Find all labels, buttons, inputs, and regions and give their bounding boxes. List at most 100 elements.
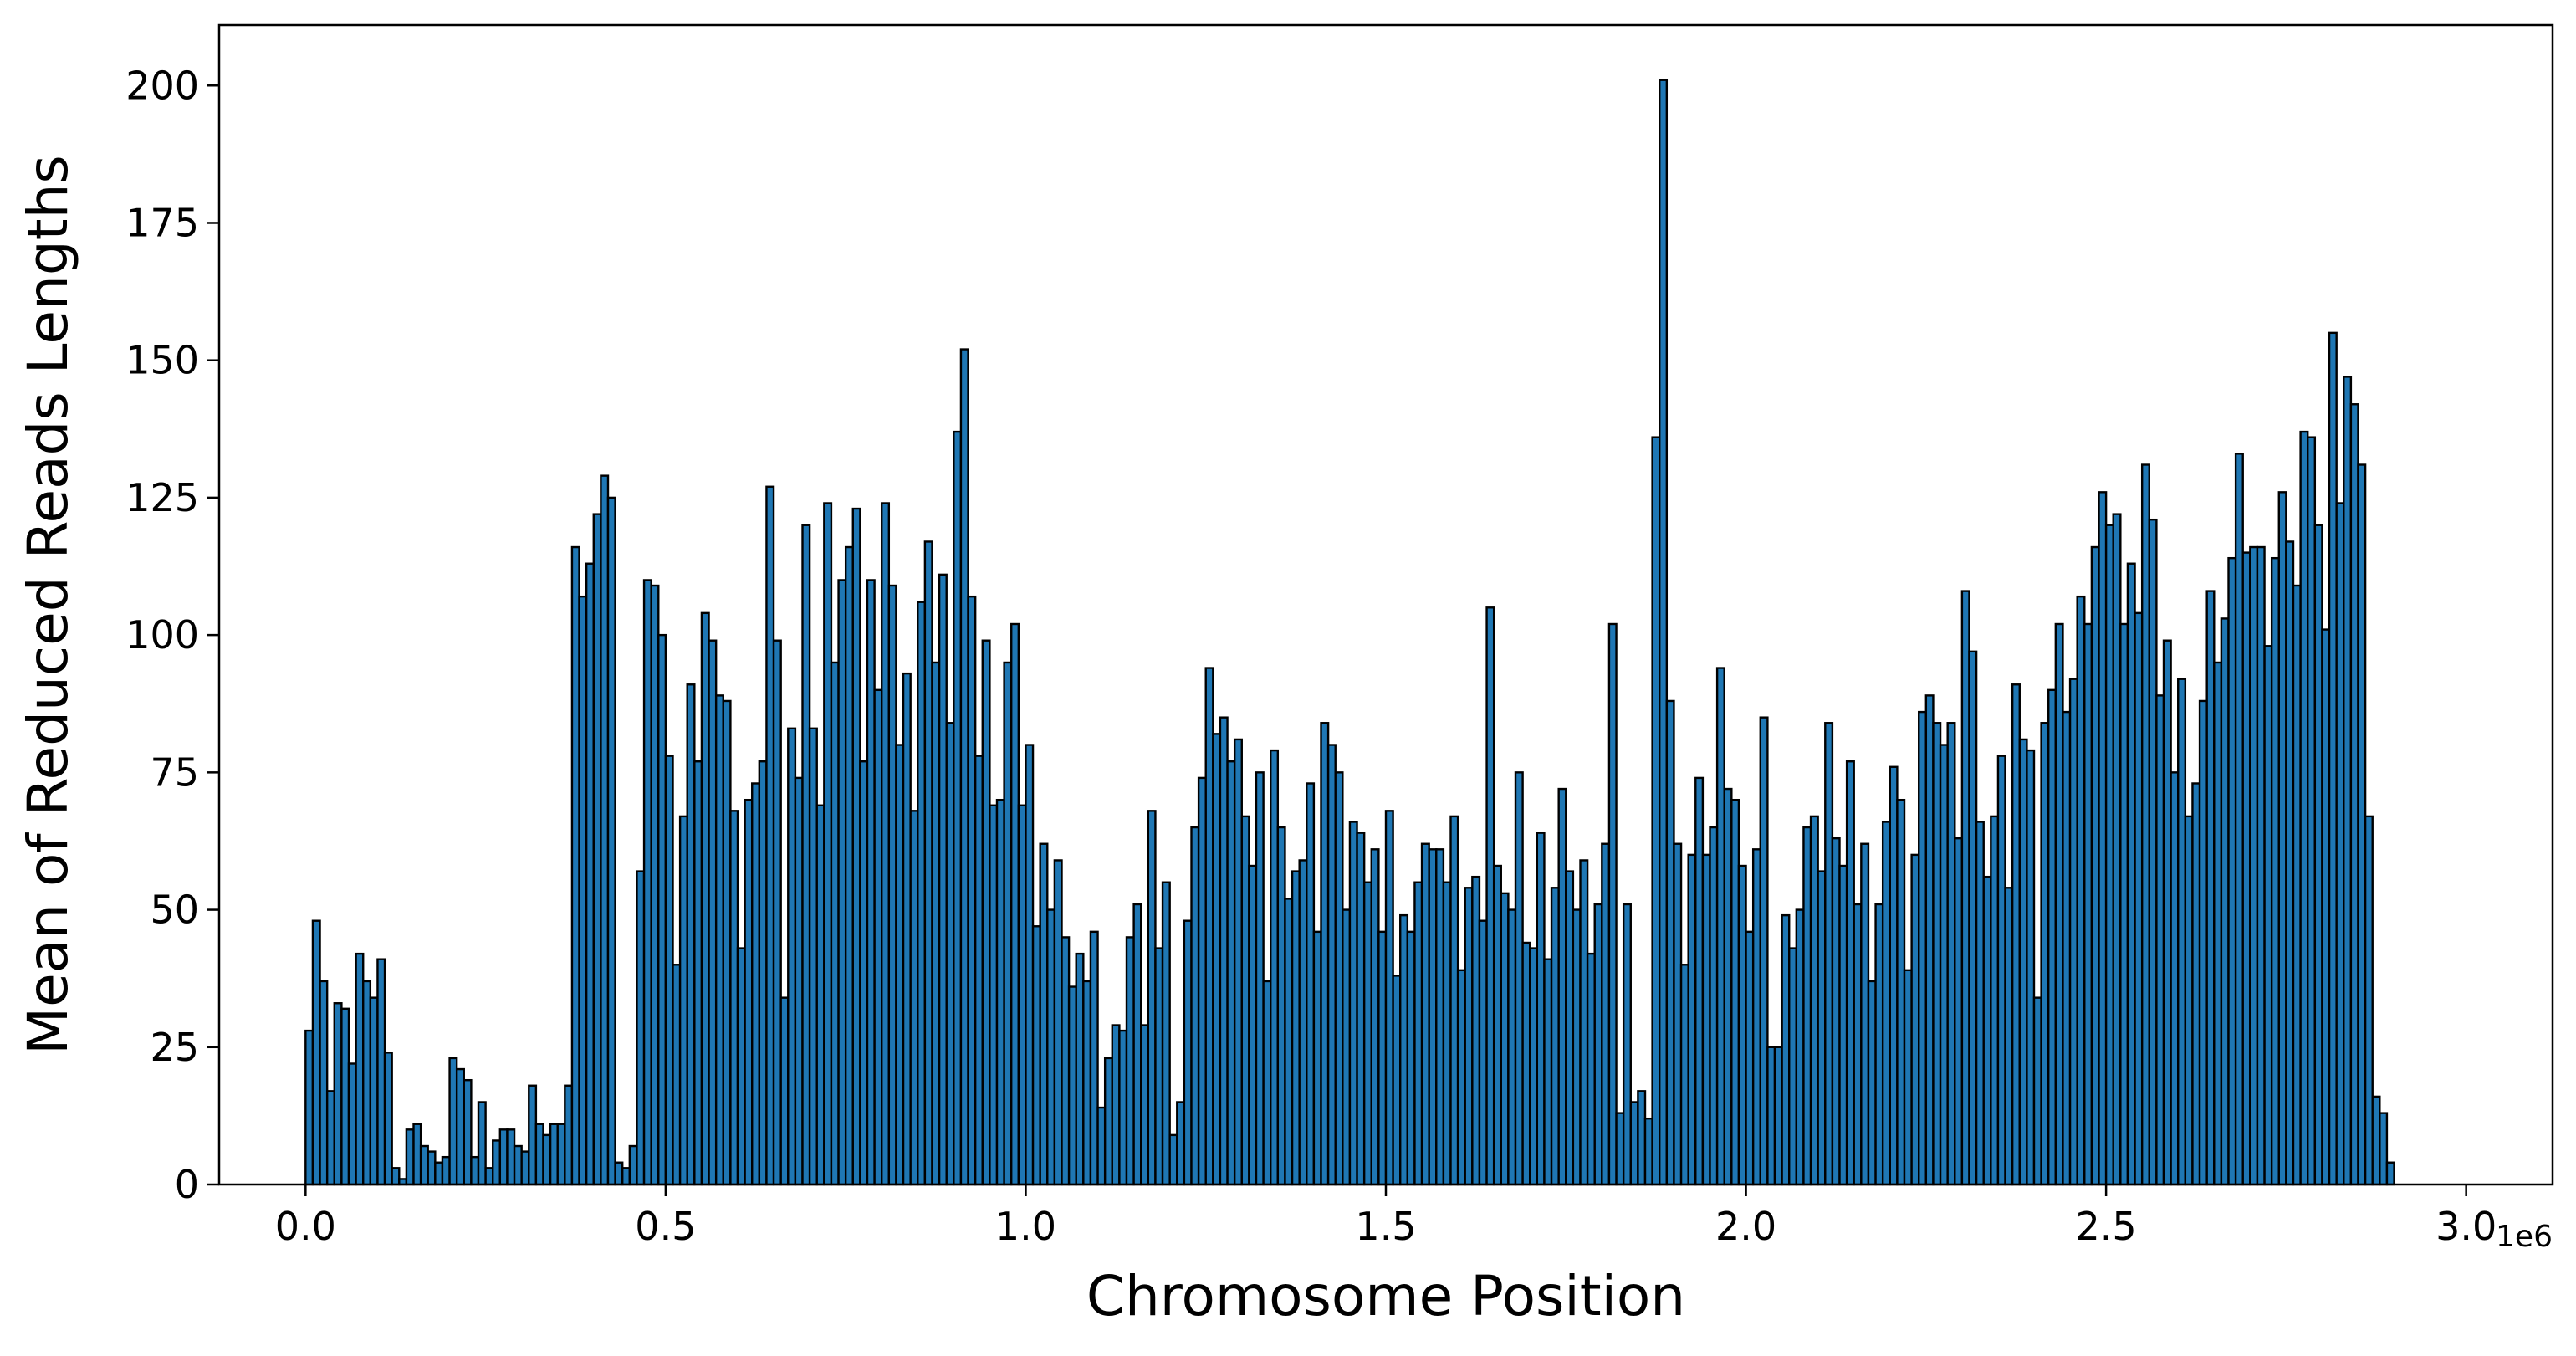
bar xyxy=(1737,864,1747,1186)
bar xyxy=(1939,744,1949,1186)
bar xyxy=(830,661,840,1186)
bar xyxy=(772,639,782,1186)
bar xyxy=(779,996,790,1186)
bar xyxy=(340,1007,350,1186)
bar xyxy=(556,1123,566,1186)
bar xyxy=(2234,453,2244,1186)
bar xyxy=(2357,463,2367,1186)
bar xyxy=(549,1123,559,1186)
bar xyxy=(2054,622,2064,1186)
bar xyxy=(2198,699,2208,1186)
bar xyxy=(2191,782,2201,1186)
bar xyxy=(2140,463,2150,1186)
bar xyxy=(1435,848,1445,1186)
bar xyxy=(801,524,811,1186)
x-tick-label: 0.5 xyxy=(635,1204,696,1249)
bar xyxy=(427,1150,437,1186)
bar xyxy=(1521,941,1531,1186)
bar xyxy=(1924,694,1935,1186)
bar xyxy=(1168,1133,1178,1186)
bar xyxy=(2256,545,2266,1186)
bar xyxy=(1197,776,1207,1186)
bar xyxy=(1643,1117,1653,1186)
bar xyxy=(1507,908,1517,1186)
bar xyxy=(1456,969,1466,1186)
bar xyxy=(628,1144,638,1186)
y-tick-label: 75 xyxy=(150,750,199,795)
bar xyxy=(484,1167,494,1186)
bar xyxy=(498,1128,509,1186)
bar xyxy=(787,727,797,1186)
bar xyxy=(1831,837,1841,1186)
bar xyxy=(1046,908,1056,1186)
bar xyxy=(1759,716,1769,1186)
bar xyxy=(1125,936,1135,1186)
bar xyxy=(592,513,602,1186)
bar xyxy=(1867,980,1877,1186)
bar xyxy=(1809,815,1819,1186)
bar xyxy=(520,1150,530,1186)
bar xyxy=(319,980,329,1186)
bar xyxy=(2371,1095,2381,1186)
x-tick-label: 1.0 xyxy=(995,1204,1056,1249)
bar xyxy=(2155,694,2165,1186)
bar xyxy=(1298,859,1308,1186)
bar xyxy=(1514,771,1524,1186)
bar xyxy=(1312,930,1322,1186)
x-axis-ticks: 0.0 0.5 1.0 1.5 2.0 2.5 3.0 xyxy=(275,1185,2497,1249)
bar xyxy=(1492,864,1502,1186)
bar xyxy=(1233,738,1243,1186)
bar xyxy=(1485,606,1495,1186)
bar xyxy=(528,1084,538,1186)
bar xyxy=(376,958,386,1186)
bar xyxy=(578,595,588,1186)
bar xyxy=(866,579,876,1186)
bar xyxy=(1874,903,1884,1186)
y-tick-label: 100 xyxy=(125,612,199,658)
bar xyxy=(1679,964,1689,1186)
bar xyxy=(2213,661,2223,1186)
bar xyxy=(1824,722,1834,1186)
bar xyxy=(570,545,580,1186)
bar xyxy=(347,1062,357,1186)
bar xyxy=(621,1167,631,1186)
bar xyxy=(405,1128,415,1186)
x-tick-label: 2.5 xyxy=(2076,1204,2137,1249)
bar xyxy=(1384,810,1394,1186)
bar xyxy=(1082,980,1092,1186)
bar xyxy=(2328,331,2338,1186)
bar xyxy=(1730,798,1740,1186)
bar xyxy=(758,760,768,1186)
bar xyxy=(2379,1112,2389,1186)
bar xyxy=(1240,815,1250,1186)
bar xyxy=(672,964,682,1186)
bar xyxy=(2047,688,2057,1186)
bar xyxy=(1219,716,1229,1186)
bar xyxy=(1356,832,1366,1186)
bar xyxy=(470,1155,480,1186)
bar xyxy=(1982,875,1992,1186)
bar xyxy=(1788,947,1798,1186)
bar xyxy=(1118,1029,1128,1186)
bar xyxy=(1096,1106,1107,1186)
bar xyxy=(1975,821,1985,1186)
bar xyxy=(2364,815,2374,1186)
bar xyxy=(981,639,991,1186)
bar xyxy=(1039,842,1049,1186)
bar xyxy=(1255,771,1265,1186)
bar xyxy=(693,760,703,1186)
bar xyxy=(881,502,891,1186)
bar xyxy=(1960,590,1970,1186)
bar xyxy=(1147,810,1157,1186)
bar xyxy=(1543,958,1553,1186)
bar xyxy=(1845,760,1855,1186)
bar xyxy=(477,1101,487,1186)
bar xyxy=(1701,853,1711,1186)
bar xyxy=(2040,722,2050,1186)
bar xyxy=(362,980,372,1186)
bar xyxy=(1932,722,1942,1186)
bar xyxy=(794,776,804,1186)
bar xyxy=(1607,622,1618,1186)
bar xyxy=(1449,815,1459,1186)
bar xyxy=(542,1133,552,1186)
